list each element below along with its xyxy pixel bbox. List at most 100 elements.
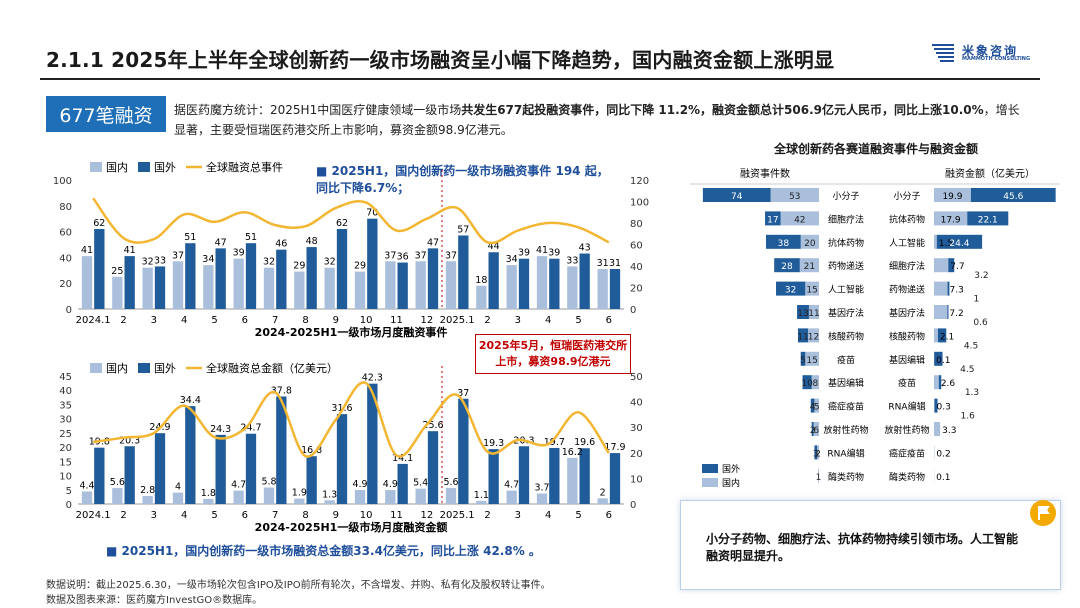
legend-swatch-domestic [90,363,102,373]
amount-bar-foreign [934,351,943,366]
x-tick-label: 12 [420,510,433,521]
amount-label-foreign: 4.5 [964,341,978,351]
event-category-label: 细胞疗法 [828,213,864,225]
data-label-domestic: 16.2 [562,447,583,458]
amount-bar-domestic [934,328,938,343]
bar-foreign [245,433,257,504]
event-bar-domestic [817,445,819,460]
y-tick-label: 5 [66,486,72,497]
data-label-domestic: 41 [81,245,93,256]
data-label-domestic: 18 [475,275,487,286]
logo-text: 米象咨询 [962,44,1019,58]
y2-tick-label: 20 [630,284,643,295]
amount-label-domestic: 0.3 [937,403,951,413]
x-tick-label: 3 [515,510,521,521]
bar-domestic [324,267,335,309]
data-label-domestic: 5.6 [110,477,125,488]
bar-foreign [215,434,226,504]
event-label-foreign: 38 [778,239,790,249]
data-label-domestic: 4 [175,482,181,493]
event-bar-domestic [811,375,819,390]
amount-label-foreign: 22.1 [978,215,998,225]
x-tick-label: 4 [181,510,187,521]
bar-foreign [276,396,287,504]
bar-domestic [294,271,305,309]
bar-foreign [306,247,317,309]
event-bar-foreign [776,281,806,296]
event-category-label: 癌症疫苗 [828,401,864,413]
bar-foreign [518,258,530,309]
data-label-foreign: 16.8 [301,445,322,456]
x-tick-label: 2 [120,315,126,326]
y2-tick-label: 80 [630,219,643,230]
event-label-foreign: 32 [785,286,796,296]
bar-foreign [397,262,408,309]
event-bar-foreign [702,188,771,202]
amount-label-domestic: 0.2 [936,449,950,459]
flag-icon [1030,500,1056,526]
y-tick-label: 20 [59,443,72,454]
bar-domestic [324,500,335,504]
x-tick-label: 10 [360,315,373,326]
event-category-label: 基因编辑 [828,377,864,389]
bar-domestic [172,492,184,504]
event-bar-domestic [799,258,819,273]
data-label-foreign: 41 [124,245,136,256]
y-tick-label: 35 [59,400,72,411]
bar-foreign [458,398,469,504]
amount-label-domestic: 3.3 [942,426,956,436]
legend-swatch-foreign [138,162,150,172]
bar-foreign [579,253,590,309]
bar-foreign [609,269,621,309]
bar-domestic [354,490,366,504]
event-label-domestic: 12 [808,332,819,342]
event-bar-domestic [808,305,819,319]
amount-bar-domestic [934,305,948,319]
bar-foreign [397,463,408,504]
amount-category-label: 癌症疫苗 [889,447,925,459]
bar-domestic [263,267,275,309]
data-label-foreign: 34.4 [180,395,201,406]
bar-foreign [427,248,439,309]
page-title: 2.1.1 2025年上半年全球创新药一级市场融资呈小幅下降趋势，国内融资金额上… [46,48,835,72]
event-bar-foreign [800,351,806,366]
x-tick-label: 4 [545,510,551,521]
data-label-foreign: 47 [427,237,439,248]
event-bar-domestic [805,351,819,366]
logo-subtext: MAMMOTH CONSULTING [962,56,1031,62]
x-tick-label: 2024.1 [76,315,111,326]
bar-foreign [549,447,560,504]
x-tick-label: 5 [211,315,217,326]
event-bar-foreign [811,422,814,436]
events-header: 融资事件数 [740,167,790,180]
x-tick-label: 6 [606,510,612,521]
data-label-domestic: 5.4 [413,478,428,489]
bar-domestic [506,490,517,504]
x-tick-label: 3 [151,315,157,326]
data-label-foreign: 47 [215,237,227,248]
y2-tick-label: 100 [630,198,649,209]
amount-bar-foreign [948,258,955,273]
brand-logo: 米象咨询 MAMMOTH CONSULTING [932,42,1042,66]
bar-domestic [476,500,487,504]
bar-foreign [94,447,105,504]
event-bar-domestic [805,281,819,296]
event-category-label: 人工智能 [828,284,864,296]
conclusion-text: 小分子药物、细胞疗法、抗体药物持续引领市场。人工智能融资明显提升。 [706,532,1019,563]
amount-bar-domestic [934,188,971,202]
y-tick-label: 80 [59,202,72,213]
bar-foreign [609,453,621,504]
data-label-foreign: 36 [397,252,409,263]
y-tick-label: 45 [59,372,72,383]
conclusion-box [680,500,1061,590]
data-label-foreign: 25.6 [422,420,443,431]
event-label-domestic: 42 [794,215,805,225]
event-bar-foreign [814,445,818,460]
bar-domestic [233,490,244,504]
bar-foreign [367,218,378,309]
amount-chart: 国内 国外 全球融资总金额（亿美元）051015202530354045010203… [59,361,642,534]
amount-bar-foreign [938,375,942,390]
legend-label-foreign: 国外 [722,463,740,475]
event-label-domestic: 21 [804,262,815,272]
